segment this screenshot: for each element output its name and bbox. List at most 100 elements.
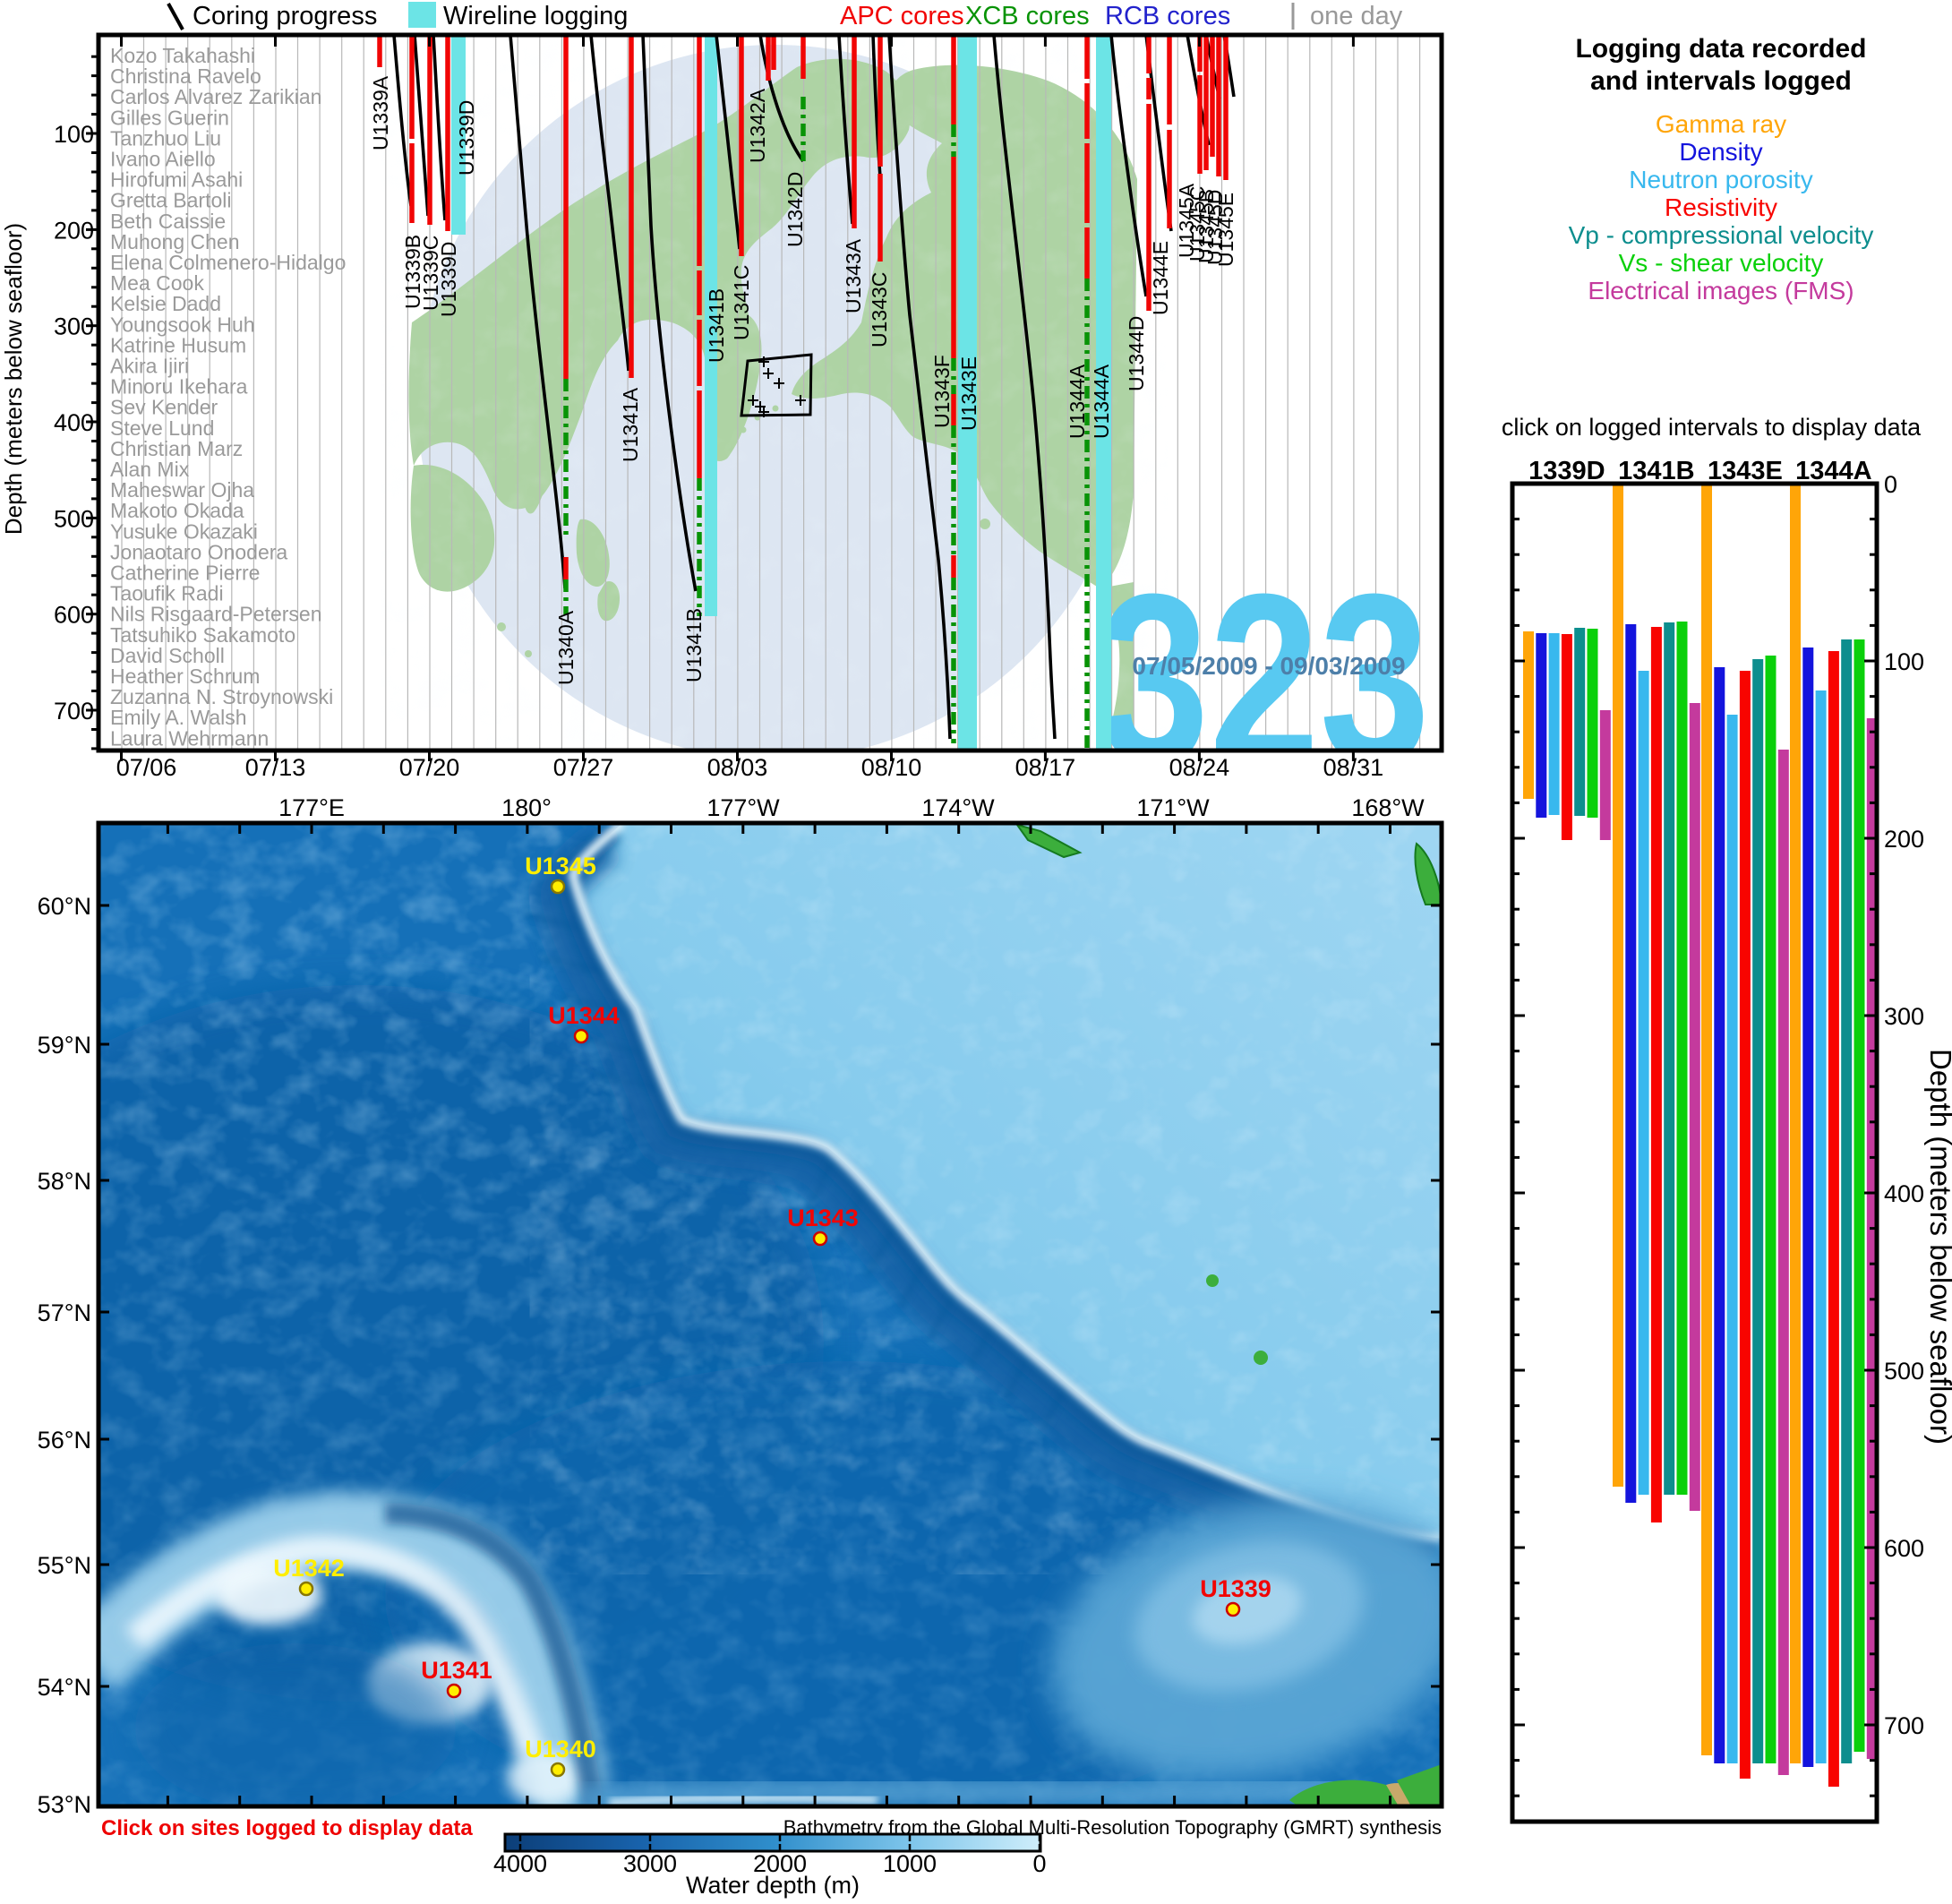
svg-text:U1339D: U1339D	[455, 100, 478, 176]
svg-text:07/20: 07/20	[399, 754, 460, 781]
svg-text:08/17: 08/17	[1015, 754, 1076, 781]
svg-text:Tatsuhiko Sakamoto: Tatsuhiko Sakamoto	[110, 623, 295, 647]
svg-text:Logging data recorded: Logging data recorded	[1575, 34, 1866, 64]
svg-text:APC cores: APC cores	[840, 2, 964, 30]
svg-text:700: 700	[54, 698, 94, 725]
svg-text:Wireline logging: Wireline logging	[443, 2, 628, 30]
svg-text:Christian Marz: Christian Marz	[110, 437, 243, 460]
svg-text:U1344D: U1344D	[1125, 316, 1148, 391]
svg-text:Vs - shear velocity: Vs - shear velocity	[1619, 249, 1824, 277]
svg-text:Akira Ijiri: Akira Ijiri	[110, 355, 189, 378]
svg-text:1339D: 1339D	[1528, 457, 1605, 485]
svg-text:1344A: 1344A	[1795, 457, 1872, 485]
svg-text:1341B: 1341B	[1618, 457, 1694, 485]
svg-text:Click on sites logged to displ: Click on sites logged to display data	[101, 1816, 473, 1840]
svg-text:100: 100	[54, 121, 94, 148]
svg-text:07/05/2009 - 09/03/2009: 07/05/2009 - 09/03/2009	[1132, 652, 1405, 680]
svg-text:Nils Risgaard-Petersen: Nils Risgaard-Petersen	[110, 603, 321, 626]
svg-text:U1345C: U1345C	[1186, 186, 1209, 262]
svg-text:Gretta Bartoli: Gretta Bartoli	[110, 189, 232, 212]
svg-text:323: 323	[1099, 545, 1430, 814]
svg-text:200: 200	[1884, 826, 1924, 853]
svg-text:0: 0	[1032, 1850, 1046, 1877]
svg-text:U1343C: U1343C	[868, 272, 891, 347]
svg-text:300: 300	[54, 313, 94, 340]
svg-text:U1342D: U1342D	[783, 172, 807, 247]
svg-text:07/13: 07/13	[245, 754, 306, 781]
svg-text:Vp - compressional velocity: Vp - compressional velocity	[1569, 221, 1874, 249]
svg-text:Laura Wehrmann: Laura Wehrmann	[110, 726, 269, 750]
svg-text:400: 400	[54, 409, 94, 436]
svg-text:U1341C: U1341C	[730, 265, 753, 340]
svg-text:08/31: 08/31	[1323, 754, 1384, 781]
svg-text:Catherine Pierre: Catherine Pierre	[110, 562, 260, 585]
svg-text:U1343: U1343	[787, 1205, 859, 1231]
svg-text:Muhong Chen: Muhong Chen	[110, 230, 240, 253]
svg-text:59°N: 59°N	[38, 1032, 91, 1059]
svg-text:U1341B: U1341B	[682, 608, 706, 682]
svg-text:Katrine Husum: Katrine Husum	[110, 333, 246, 356]
svg-text:200: 200	[54, 217, 94, 244]
svg-text:Alan Mix: Alan Mix	[110, 458, 190, 481]
svg-text:700: 700	[1884, 1712, 1924, 1739]
svg-text:Coring progress: Coring progress	[193, 2, 377, 30]
svg-text:Electrical images (FMS): Electrical images (FMS)	[1588, 277, 1854, 304]
svg-text:57°N: 57°N	[38, 1299, 91, 1326]
svg-text:Depth (meters below seafloor): Depth (meters below seafloor)	[1924, 1049, 1952, 1445]
svg-text:Zuzanna N. Stroynowski: Zuzanna N. Stroynowski	[110, 685, 333, 708]
svg-text:Minoru Ikehara: Minoru Ikehara	[110, 375, 248, 399]
svg-text:0: 0	[1884, 471, 1897, 498]
svg-text:Kelsie Dadd: Kelsie Dadd	[110, 292, 221, 315]
svg-text:click on logged intervals to d: click on logged intervals to display dat…	[1502, 414, 1922, 441]
svg-text:Sev Kender: Sev Kender	[110, 396, 218, 419]
svg-text:Gamma ray: Gamma ray	[1656, 110, 1786, 138]
svg-text:Heather Schrum: Heather Schrum	[110, 665, 260, 688]
svg-text:1000: 1000	[883, 1850, 937, 1877]
svg-text:U1340: U1340	[525, 1736, 596, 1762]
svg-text:4000: 4000	[493, 1850, 547, 1877]
svg-text:XCB cores: XCB cores	[965, 2, 1090, 30]
svg-text:58°N: 58°N	[38, 1168, 91, 1195]
svg-text:Ivano Aiello: Ivano Aiello	[110, 148, 216, 171]
svg-text:Carlos Alvarez Zarikian: Carlos Alvarez Zarikian	[110, 85, 321, 108]
svg-text:U1344A: U1344A	[1066, 364, 1089, 439]
svg-text:08/03: 08/03	[707, 754, 768, 781]
svg-text:174°W: 174°W	[921, 794, 995, 821]
svg-text:Depth (meters below seafloor): Depth (meters below seafloor)	[0, 223, 27, 535]
svg-text:300: 300	[1884, 1003, 1924, 1030]
svg-text:U1345D: U1345D	[1203, 190, 1227, 265]
svg-text:U1339B: U1339B	[401, 235, 424, 309]
svg-text:Taoufik Radi: Taoufik Radi	[110, 582, 224, 605]
svg-text:Kozo Takahashi: Kozo Takahashi	[110, 44, 255, 67]
svg-text:U1339D: U1339D	[437, 242, 460, 317]
svg-text:U1339C: U1339C	[419, 236, 442, 311]
svg-text:U1345A: U1345A	[1175, 183, 1198, 258]
svg-text:3000: 3000	[623, 1850, 677, 1877]
svg-text:Mea Cook: Mea Cook	[110, 271, 204, 295]
svg-text:600: 600	[54, 602, 94, 629]
svg-text:177°W: 177°W	[706, 794, 780, 821]
svg-text:500: 500	[54, 505, 94, 532]
svg-text:and intervals logged: and intervals logged	[1590, 66, 1852, 96]
svg-text:U1341: U1341	[421, 1657, 492, 1684]
svg-text:Neutron porosity: Neutron porosity	[1629, 166, 1812, 193]
svg-text:168°W: 168°W	[1351, 794, 1425, 821]
svg-text:U1343A: U1343A	[842, 238, 865, 313]
svg-text:400: 400	[1884, 1180, 1924, 1207]
svg-text:Elena Colmenero-Hidalgo: Elena Colmenero-Hidalgo	[110, 251, 346, 274]
svg-text:56°N: 56°N	[38, 1427, 91, 1454]
svg-text:07/27: 07/27	[553, 754, 614, 781]
svg-text:U1339A: U1339A	[369, 75, 392, 150]
svg-text:08/24: 08/24	[1169, 754, 1230, 781]
svg-text:U1344E: U1344E	[1149, 241, 1172, 315]
svg-text:100: 100	[1884, 648, 1924, 675]
svg-text:Density: Density	[1679, 138, 1762, 166]
svg-text:07/06: 07/06	[116, 754, 177, 781]
svg-text:171°W: 171°W	[1136, 794, 1210, 821]
svg-text:Maheswar Ojha: Maheswar Ojha	[110, 478, 254, 502]
svg-text:Beth Caissie: Beth Caissie	[110, 210, 226, 233]
svg-text:Water depth (m): Water depth (m)	[686, 1872, 860, 1899]
svg-text:Makoto Okada: Makoto Okada	[110, 499, 244, 522]
svg-text:U1341A: U1341A	[619, 387, 642, 462]
svg-text:U1342A: U1342A	[746, 88, 769, 163]
